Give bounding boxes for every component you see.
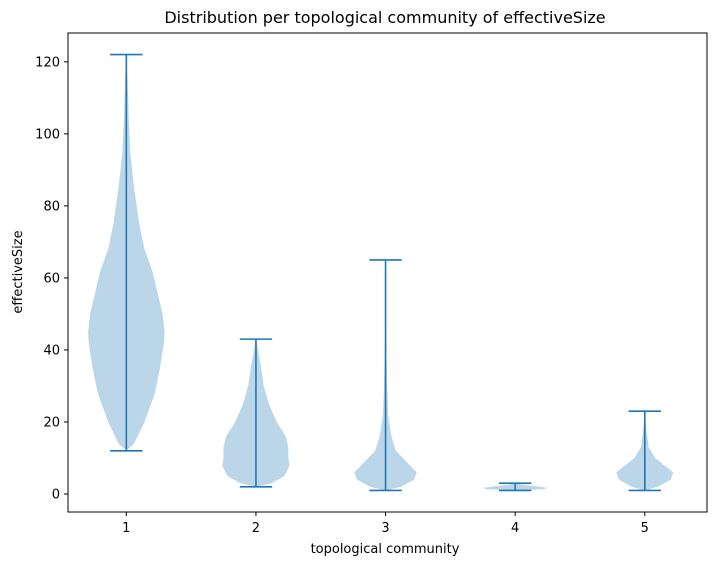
x-tick-label: 5: [641, 521, 649, 536]
x-tick-label: 1: [122, 521, 130, 536]
x-axis-ticks: 1 2 3 4 5: [122, 512, 649, 536]
violins-layer: [88, 53, 674, 492]
x-tick-label: 3: [381, 521, 389, 536]
y-tick-label: 60: [43, 271, 60, 286]
y-tick-label: 100: [35, 127, 60, 142]
y-tick-label: 80: [43, 199, 60, 214]
y-tick-label: 0: [52, 487, 60, 502]
x-tick-label: 4: [511, 521, 519, 536]
x-axis-label: topological community: [311, 542, 460, 557]
plot-frame: [67, 32, 708, 513]
x-tick-label: 2: [252, 521, 260, 536]
y-tick-label: 120: [35, 55, 60, 70]
y-tick-label: 40: [43, 343, 60, 358]
chart-title: Distribution per topological community o…: [164, 8, 605, 27]
y-axis-label: effectiveSize: [11, 230, 26, 313]
y-tick-label: 20: [43, 415, 60, 430]
y-axis-ticks: 0 20 40 60 80 100 120: [35, 55, 68, 502]
